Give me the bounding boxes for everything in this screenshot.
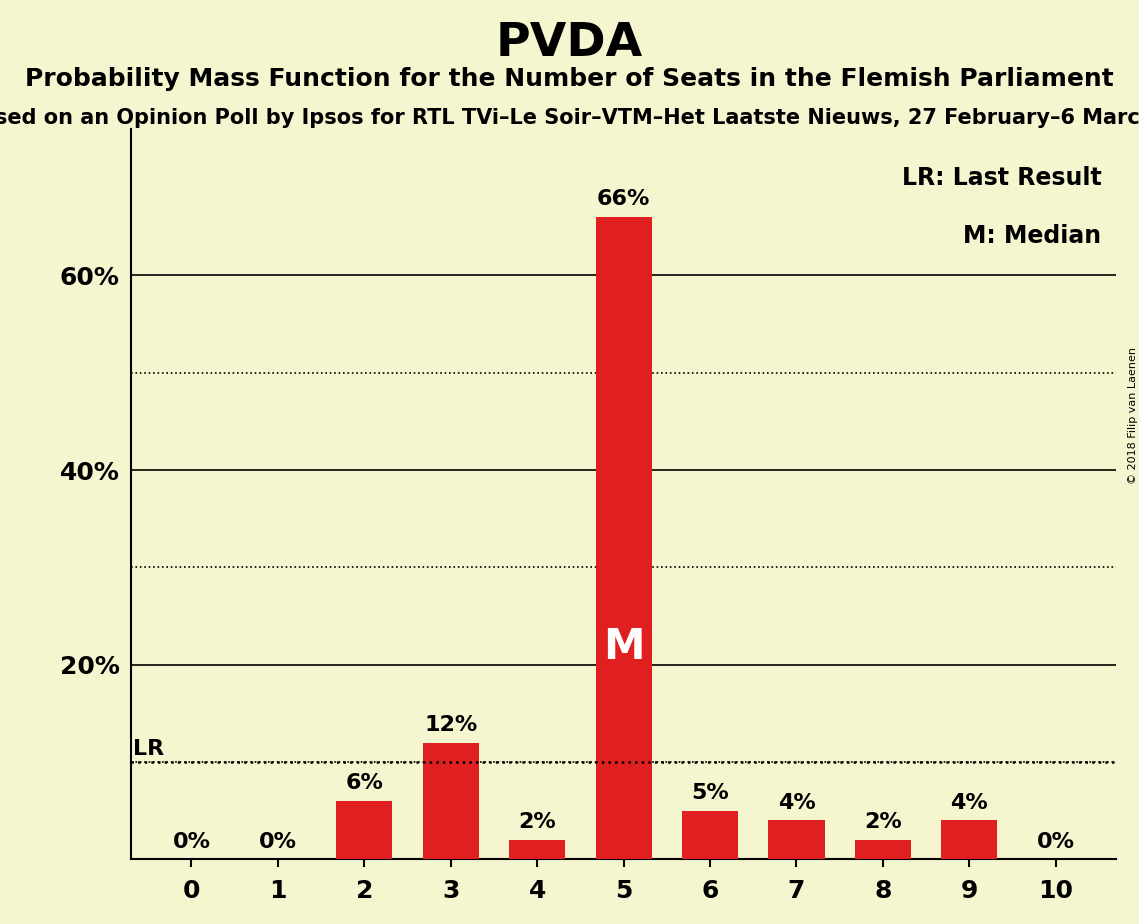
Text: 6%: 6% [345, 773, 383, 793]
Bar [423, 743, 478, 859]
Bar [682, 810, 738, 859]
Text: 2%: 2% [865, 812, 902, 833]
Text: 5%: 5% [691, 783, 729, 803]
Text: 0%: 0% [259, 832, 297, 852]
Text: 2%: 2% [518, 812, 556, 833]
Bar [769, 821, 825, 859]
Text: M: M [603, 626, 645, 668]
Text: 4%: 4% [950, 793, 989, 812]
Text: LR: LR [133, 739, 164, 760]
Text: © 2018 Filip van Laenen: © 2018 Filip van Laenen [1128, 347, 1138, 484]
Bar [941, 821, 998, 859]
Bar [596, 217, 652, 859]
Bar [509, 840, 565, 859]
Text: 0%: 0% [172, 832, 211, 852]
Text: 0%: 0% [1036, 832, 1075, 852]
Text: LR: Last Result: LR: Last Result [902, 166, 1101, 189]
Text: PVDA: PVDA [495, 21, 644, 67]
Text: M: Median: M: Median [964, 225, 1101, 249]
Text: 12%: 12% [424, 715, 477, 735]
Bar [336, 801, 393, 859]
Bar [854, 840, 911, 859]
Text: 4%: 4% [778, 793, 816, 812]
Text: Probability Mass Function for the Number of Seats in the Flemish Parliament: Probability Mass Function for the Number… [25, 67, 1114, 91]
Text: Based on an Opinion Poll by Ipsos for RTL TVi–Le Soir–VTM–Het Laatste Nieuws, 27: Based on an Opinion Poll by Ipsos for RT… [0, 108, 1139, 128]
Text: 66%: 66% [597, 189, 650, 209]
